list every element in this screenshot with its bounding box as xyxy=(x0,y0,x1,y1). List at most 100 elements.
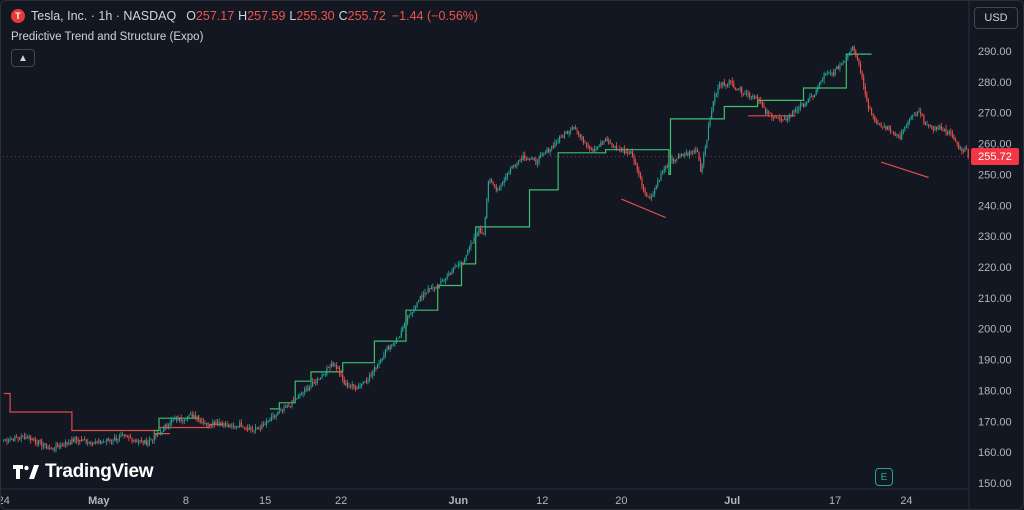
candle-body xyxy=(836,66,838,70)
candle-body xyxy=(853,46,855,52)
candle-body xyxy=(663,168,665,173)
candle-body xyxy=(196,418,198,420)
earnings-event-badge[interactable]: E xyxy=(875,468,893,486)
candle-body xyxy=(901,132,903,139)
candle-body xyxy=(286,405,288,408)
candle-body xyxy=(858,58,860,65)
price-change: −1.44 (−0.56%) xyxy=(391,9,479,23)
candle-body xyxy=(361,383,363,386)
candle-body xyxy=(601,142,603,144)
candle-body xyxy=(829,72,831,74)
candle-body xyxy=(633,155,635,163)
candle-body xyxy=(432,287,434,289)
candle-body xyxy=(489,179,491,182)
candle-body xyxy=(278,411,280,413)
candle-body xyxy=(856,55,858,59)
candle-body xyxy=(370,375,372,376)
candle-body xyxy=(677,155,679,159)
candle-body xyxy=(671,158,673,160)
candle-body xyxy=(519,159,521,161)
candle-body xyxy=(79,439,81,442)
candle-body xyxy=(915,114,917,116)
candle-body xyxy=(316,378,318,383)
candle-body xyxy=(45,443,48,449)
candle-body xyxy=(204,423,206,425)
candle-body xyxy=(188,414,190,417)
candle-body xyxy=(665,165,667,169)
candle-body xyxy=(115,437,117,441)
candle-body xyxy=(666,165,668,167)
candle-body xyxy=(509,167,512,173)
candle-body xyxy=(894,134,896,136)
candle-body xyxy=(391,345,393,347)
candle-body xyxy=(739,87,741,90)
indicator-title[interactable]: Predictive Trend and Structure (Expo) xyxy=(11,31,204,43)
candle-body xyxy=(481,231,483,234)
candle-body xyxy=(19,438,21,440)
candle-body xyxy=(272,415,274,417)
candle-body xyxy=(576,129,578,132)
candle-body xyxy=(220,422,222,424)
candle-body xyxy=(201,421,203,423)
candle-body xyxy=(931,125,933,130)
candle-body xyxy=(117,439,119,441)
candle-body xyxy=(142,440,144,444)
candle-body xyxy=(834,69,836,75)
candle-body xyxy=(533,158,535,160)
currency-button[interactable]: USD xyxy=(974,7,1018,29)
candle-body xyxy=(288,405,290,407)
candle-body xyxy=(668,159,670,167)
candle-body xyxy=(232,425,234,427)
candle-body xyxy=(674,159,676,162)
tradingview-logo[interactable]: TradingView xyxy=(13,461,154,483)
tesla-logo-icon[interactable]: T xyxy=(11,9,25,23)
candle-body xyxy=(826,73,828,74)
y-tick-label: 210.00 xyxy=(978,293,1012,305)
candle-body xyxy=(785,118,787,121)
collapse-legend-button[interactable]: ▲ xyxy=(11,49,35,67)
candle-body xyxy=(351,384,353,387)
candle-body xyxy=(36,442,38,444)
candle-body xyxy=(730,80,732,82)
candle-body xyxy=(110,440,113,442)
candle-body xyxy=(563,133,565,138)
candle-body xyxy=(939,126,941,128)
candle-body xyxy=(527,159,529,160)
candle-body xyxy=(624,149,626,154)
candle-body xyxy=(719,84,721,88)
candle-body xyxy=(470,243,472,248)
candle-body xyxy=(641,177,643,187)
candle-body xyxy=(679,155,681,157)
candle-body xyxy=(871,109,873,114)
candle-body xyxy=(788,114,790,119)
candle-body xyxy=(229,425,231,428)
candle-body xyxy=(612,145,615,148)
candle-body xyxy=(494,184,496,187)
symbol-title[interactable]: Tesla, Inc. · 1h · NASDAQ xyxy=(31,9,177,23)
candle-body xyxy=(426,292,428,294)
candle-body xyxy=(194,415,196,419)
candle-body xyxy=(57,444,59,447)
candle-body xyxy=(337,367,339,369)
candle-body xyxy=(525,158,527,160)
candle-body xyxy=(790,114,792,116)
candle-body xyxy=(662,172,664,174)
candle-body xyxy=(837,66,839,69)
candle-body xyxy=(935,126,938,130)
candle-body xyxy=(541,154,543,156)
candle-body xyxy=(7,440,10,442)
candle-body xyxy=(725,84,727,86)
candle-body xyxy=(479,228,482,232)
candle-body xyxy=(924,122,927,125)
candle-body xyxy=(622,149,624,151)
candle-body xyxy=(574,127,577,130)
candle-body xyxy=(28,436,30,439)
candle-body xyxy=(891,131,893,133)
candle-body xyxy=(886,126,888,130)
candle-body xyxy=(660,173,662,180)
x-tick-label: May xyxy=(88,495,110,507)
y-tick-label: 170.00 xyxy=(978,416,1012,428)
candle-body xyxy=(388,347,390,350)
candle-body xyxy=(937,127,939,130)
